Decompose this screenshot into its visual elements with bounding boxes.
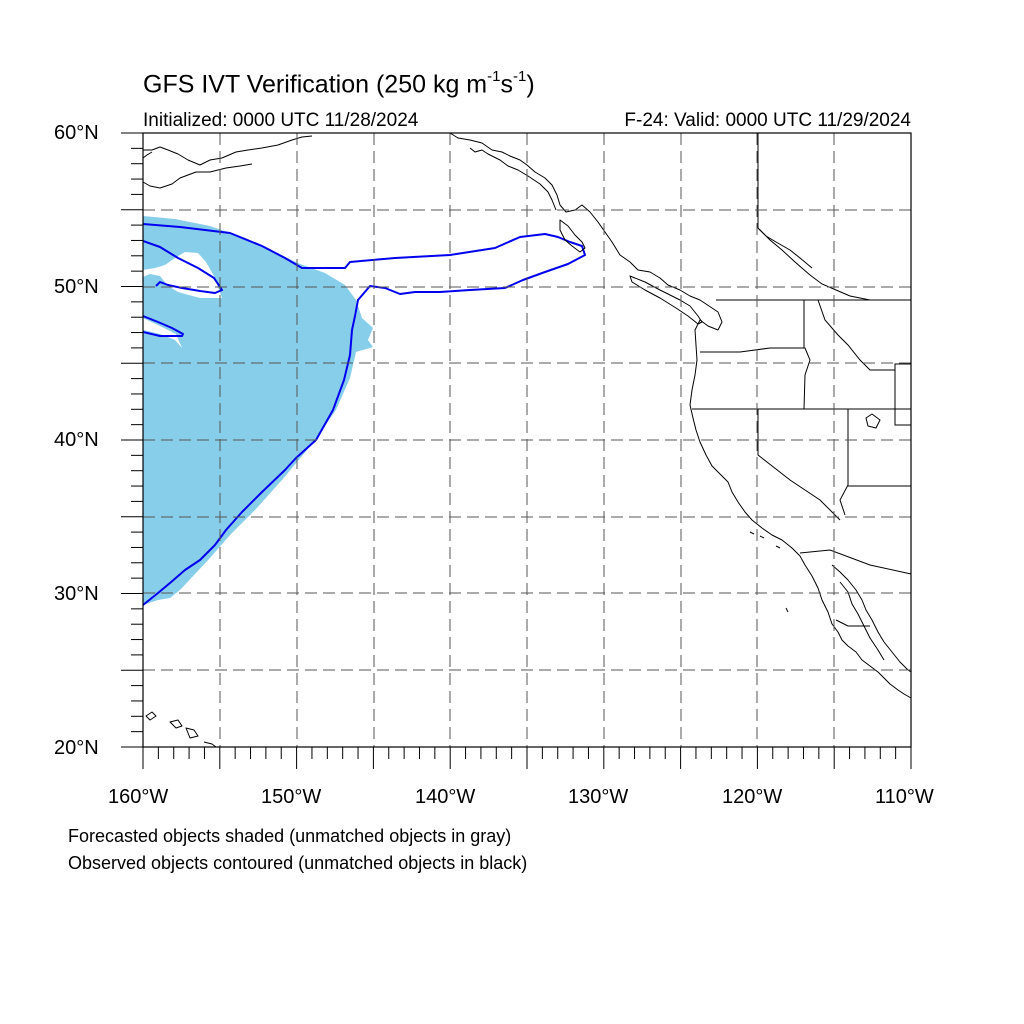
lat-label-60: 60°N [54,122,99,144]
axis-ticks [121,132,912,769]
valid-time-label: F-24: Valid: 0000 UTC 11/29/2024 [624,110,911,131]
lon-label-130w: 130°W [568,786,629,808]
lon-label-110w: 110°W [875,786,934,808]
lon-label-140w: 140°W [415,786,476,808]
coastline [142,132,912,748]
state-borders [692,133,912,627]
forecast-object [143,216,373,605]
plot-frame [142,132,912,748]
lat-label-50: 50°N [54,276,99,298]
map-title: GFS IVT Verification (250 kg m-1s-1) [143,68,535,99]
lon-label-160w: 160°W [108,786,169,808]
gridlines [143,133,911,747]
lat-label-30: 30°N [54,583,99,605]
observed-object-contour [143,223,586,606]
lat-label-40: 40°N [54,429,99,451]
initialized-label: Initialized: 0000 UTC 11/28/2024 [143,110,419,131]
legend-observed-note: Observed objects contoured (unmatched ob… [68,853,528,873]
lon-label-150w: 150°W [261,786,322,808]
lat-label-20: 20°N [54,737,99,759]
lon-label-120w: 120°W [722,786,783,808]
legend-forecast-note: Forecasted objects shaded (unmatched obj… [68,826,512,846]
